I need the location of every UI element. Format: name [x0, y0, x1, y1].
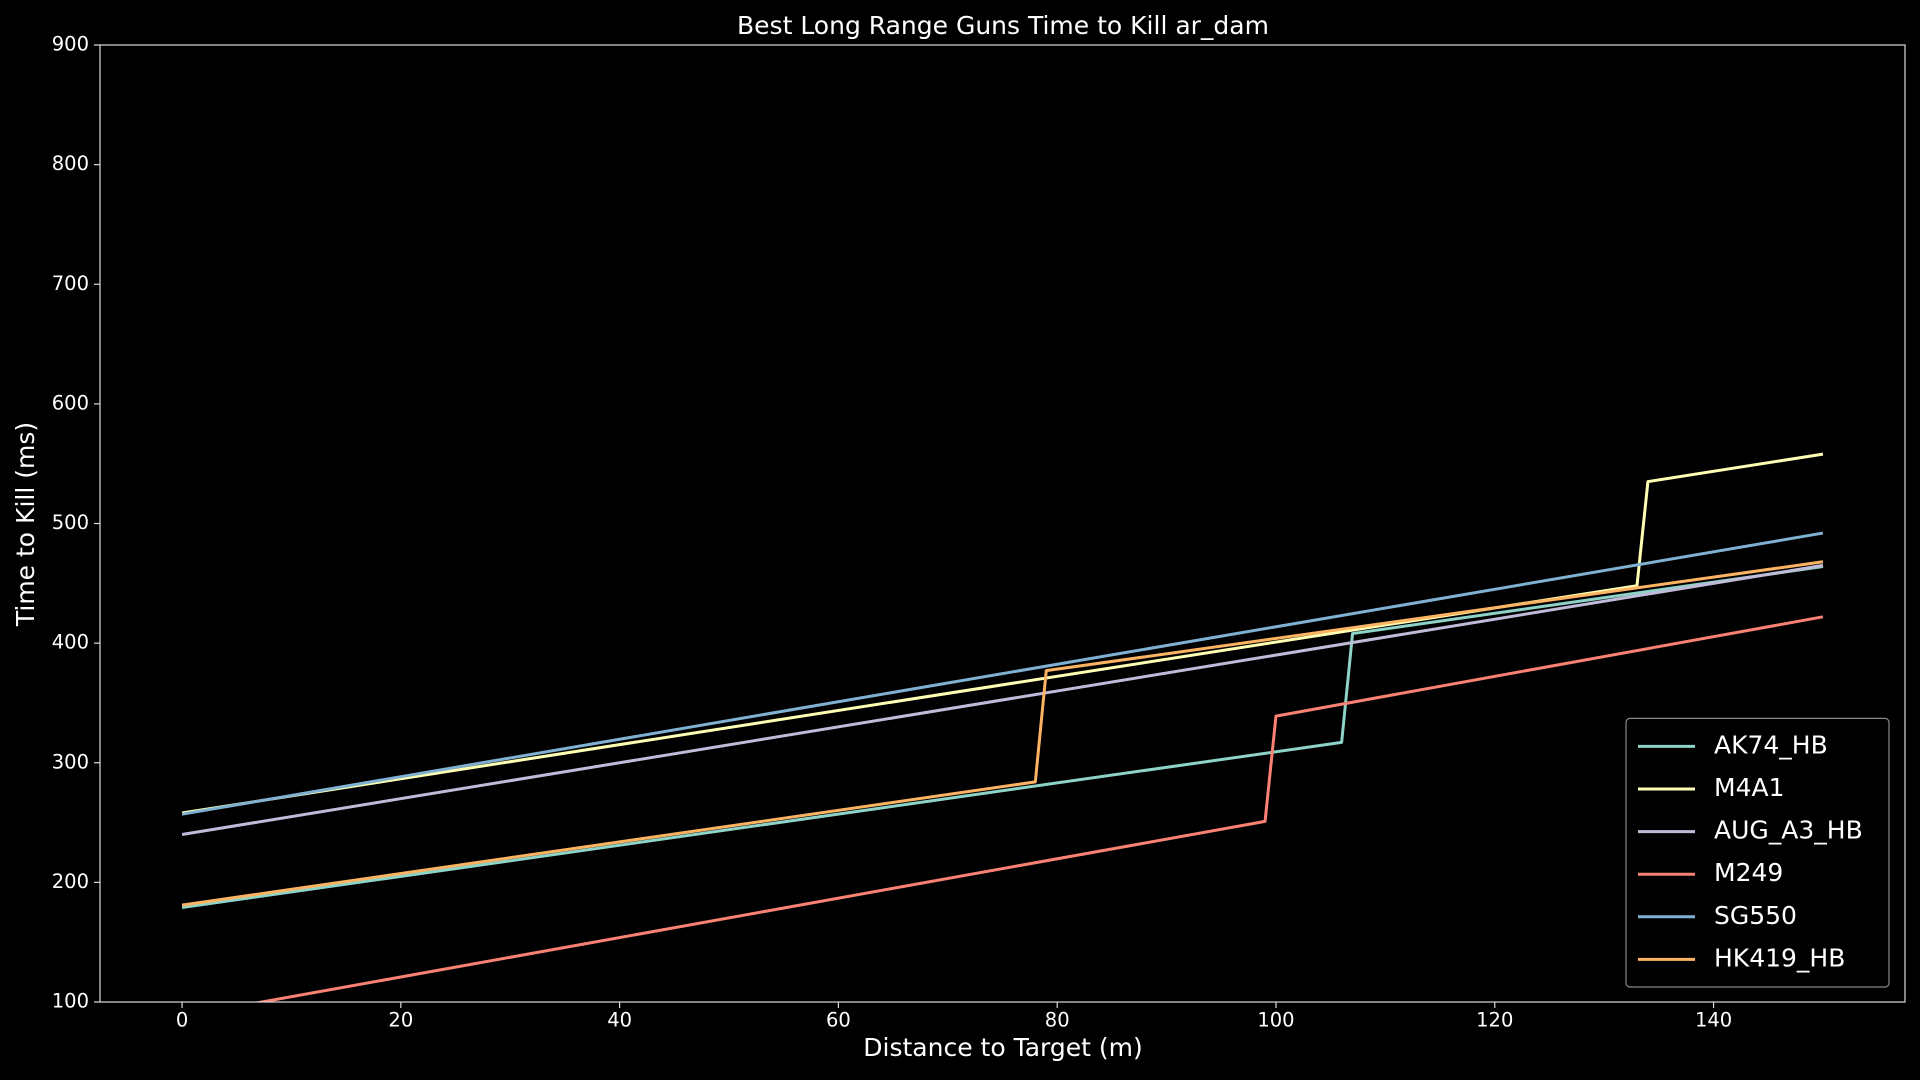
series-line	[181, 531, 1824, 816]
legend-label: M249	[1714, 858, 1783, 887]
legend-box	[1625, 717, 1890, 988]
legend-label: AK74_HB	[1714, 730, 1828, 759]
series-line	[181, 565, 1824, 909]
x-tick-label: 100	[1257, 1009, 1294, 1032]
plot-frame	[99, 44, 1906, 1003]
x-tick-label: 0	[176, 1009, 188, 1032]
y-tick-label: 400	[52, 631, 89, 654]
x-tick-label: 140	[1695, 1009, 1732, 1032]
plot-lines	[181, 452, 1824, 1002]
y-tick-label: 900	[52, 33, 89, 56]
x-tick-label: 80	[1045, 1009, 1070, 1032]
legend-label: SG550	[1714, 901, 1797, 930]
y-tick-label: 800	[52, 152, 89, 175]
y-tick-label: 700	[52, 272, 89, 295]
x-tick-label: 20	[388, 1009, 413, 1032]
series-line	[181, 452, 1824, 815]
y-tick-label: 300	[52, 750, 89, 773]
series-line	[181, 563, 1824, 837]
y-axis-label: Time to Kill (ms)	[11, 422, 40, 627]
series-line	[181, 560, 1824, 907]
y-tick-label: 600	[52, 391, 89, 414]
y-tick-label: 500	[52, 511, 89, 534]
legend-label: AUG_A3_HB	[1714, 816, 1863, 845]
y-tick-label: 100	[52, 990, 89, 1013]
legend-label: HK419_HB	[1714, 943, 1845, 972]
legend-label: M4A1	[1714, 773, 1784, 802]
y-tick-label: 200	[52, 870, 89, 893]
x-tick-label: 120	[1476, 1009, 1513, 1032]
x-tick-label: 60	[826, 1009, 851, 1032]
series-line	[253, 615, 1824, 1002]
chart-title: Best Long Range Guns Time to Kill ar_dam	[737, 11, 1269, 40]
x-tick-label: 40	[607, 1009, 632, 1032]
x-axis-label: Distance to Target (m)	[863, 1033, 1142, 1062]
